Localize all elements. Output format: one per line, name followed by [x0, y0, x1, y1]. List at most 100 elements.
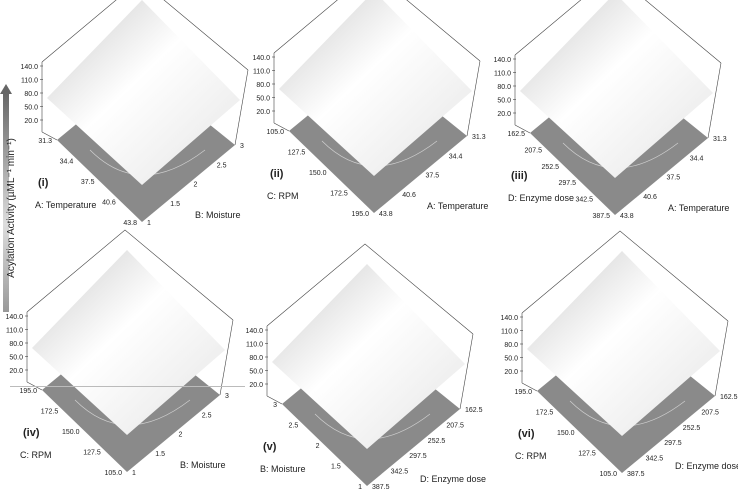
- z-tick-label: 20.0: [24, 118, 38, 125]
- box-right-edge: [714, 320, 729, 397]
- box-top-edge: [521, 230, 729, 322]
- z-tick-label: 50.0: [256, 96, 270, 103]
- z-tick-label: 80.0: [249, 355, 263, 362]
- right-axis-title: B: Moisture: [180, 460, 226, 470]
- left-axis-tick-label: 127.5: [83, 450, 101, 457]
- z-tick-label: 20.0: [9, 368, 23, 375]
- box-right-edge: [219, 319, 234, 396]
- surface-plot-1: 140.0 110.0 80.0 50.0 20.0 31.3 34.4 37.5 40.6 43…: [20, 0, 249, 227]
- right-axis-tick-label: 37.5: [667, 175, 681, 182]
- box-top-edge: [273, 0, 481, 62]
- right-axis-tick-label: 162.5: [465, 407, 483, 414]
- right-axis-tick-label: 1.5: [170, 201, 180, 208]
- z-tick-label: 80.0: [9, 341, 23, 348]
- right-axis-tick-label: 31.3: [472, 134, 486, 141]
- right-axis-tick-label: 387.5: [627, 471, 645, 478]
- right-axis-title: B: Moisture: [195, 210, 241, 220]
- z-tick-label: 50.0: [497, 98, 511, 105]
- panel-label: (ii): [270, 168, 284, 180]
- box-top-edge: [41, 0, 249, 71]
- right-axis-tick-label: 34.4: [690, 155, 704, 162]
- left-axis-tick-label: 172.5: [330, 191, 348, 198]
- right-axis-tick-label: 3: [225, 393, 229, 400]
- left-axis-tick-label: 342.5: [575, 197, 593, 204]
- right-axis-tick-label: 207.5: [446, 422, 464, 429]
- left-axis-tick-label: 31.3: [38, 138, 52, 145]
- right-axis-tick-label: 342.5: [646, 456, 664, 463]
- left-axis-tick-label: 127.5: [288, 150, 306, 157]
- left-axis-tick-label: 387.5: [592, 213, 610, 220]
- right-axis-tick-label: 43.8: [620, 213, 634, 220]
- left-axis-tick-label: 252.5: [541, 164, 559, 171]
- z-tick-label: 80.0: [256, 82, 270, 89]
- left-axis-tick-label: 105.0: [104, 470, 122, 477]
- left-axis-tick-label: 172.5: [536, 410, 554, 417]
- right-axis-tick-label: 252.5: [683, 425, 701, 432]
- z-tick-label: 140.0: [20, 64, 38, 71]
- left-axis-tick-label: 105.0: [599, 471, 617, 478]
- response-surface: [272, 264, 465, 449]
- panel-label: (iv): [23, 427, 40, 439]
- right-axis-tick-label: 37.5: [426, 173, 440, 180]
- left-axis-tick-label: 3: [273, 402, 277, 409]
- right-axis-tick-label: 342.5: [391, 469, 409, 476]
- left-axis-title: C: RPM: [267, 191, 299, 201]
- right-axis-tick-label: 162.5: [720, 394, 738, 401]
- left-axis-title: B: Moisture: [260, 464, 306, 474]
- z-tick-label: 80.0: [497, 84, 511, 91]
- right-axis-tick-label: 2.5: [217, 162, 227, 169]
- left-axis-tick-label: 1: [358, 484, 362, 491]
- z-tick-label: 20.0: [256, 109, 270, 116]
- panel-label: (v): [263, 441, 277, 453]
- right-axis-tick-label: 34.4: [449, 153, 463, 160]
- box-connector: [514, 124, 531, 134]
- left-axis-tick-label: 2.5: [289, 423, 299, 430]
- right-axis-tick-label: 2: [194, 182, 198, 189]
- right-axis-tick-label: 207.5: [701, 409, 719, 416]
- right-axis-tick-label: 2: [179, 432, 183, 439]
- box-connector: [273, 122, 290, 132]
- left-axis-tick-label: 40.6: [102, 200, 116, 207]
- left-axis-tick-label: 150.0: [309, 170, 327, 177]
- right-axis-tick-label: 31.3: [713, 136, 727, 143]
- box-connector: [266, 395, 283, 405]
- left-axis-tick-label: 34.4: [60, 159, 74, 166]
- right-axis-title: A: Temperature: [668, 203, 729, 213]
- right-axis-tick-label: 3: [240, 143, 244, 150]
- left-axis-tick-label: 195.0: [351, 211, 369, 218]
- surface-plot-3: 140.0 110.0 80.0 50.0 20.0 162.5 207.5 252.5 297…: [493, 0, 729, 220]
- panel-label: (vi): [518, 428, 535, 440]
- z-tick-label: 110.0: [494, 71, 511, 78]
- response-surface: [47, 0, 240, 185]
- z-tick-label: 140.0: [493, 57, 511, 64]
- right-axis-title: D: Enzyme dose: [420, 474, 486, 484]
- box-right-edge: [707, 62, 722, 139]
- left-axis-tick-label: 195.0: [19, 388, 37, 395]
- box-right-edge: [466, 60, 481, 137]
- right-axis-tick-label: 297.5: [409, 453, 427, 460]
- surface-plot-5: 140.0 110.0 80.0 50.0 20.0 3 2.5 2 1.5 1 387.5 342.…: [245, 243, 486, 491]
- z-tick-label: 50.0: [249, 369, 263, 376]
- z-tick-label: 80.0: [504, 342, 518, 349]
- left-axis-title: C: RPM: [20, 450, 52, 460]
- right-axis-tick-label: 387.5: [372, 484, 390, 491]
- right-axis-tick-label: 1.5: [155, 451, 165, 458]
- left-axis-tick-label: 207.5: [524, 147, 542, 154]
- box-top-edge: [26, 229, 234, 321]
- right-axis-tick-label: 40.6: [402, 192, 416, 199]
- divider-line: [10, 386, 245, 387]
- box-connector: [521, 382, 538, 392]
- response-surface: [32, 250, 225, 435]
- right-axis-tick-label: 1: [147, 220, 151, 227]
- response-surface: [520, 0, 713, 178]
- z-tick-label: 140.0: [252, 55, 270, 62]
- left-axis-tick-label: 150.0: [62, 429, 80, 436]
- left-axis-tick-label: 297.5: [558, 180, 576, 187]
- z-tick-label: 110.0: [6, 328, 23, 335]
- z-tick-label: 110.0: [501, 329, 518, 336]
- surface-plot-2: 140.0 110.0 80.0 50.0 20.0 105.0 127.5 150.0 172…: [252, 0, 488, 218]
- right-axis-title: D: Enzyme dose: [675, 461, 738, 471]
- left-axis-tick-label: 162.5: [507, 131, 525, 138]
- z-tick-label: 110.0: [21, 78, 38, 85]
